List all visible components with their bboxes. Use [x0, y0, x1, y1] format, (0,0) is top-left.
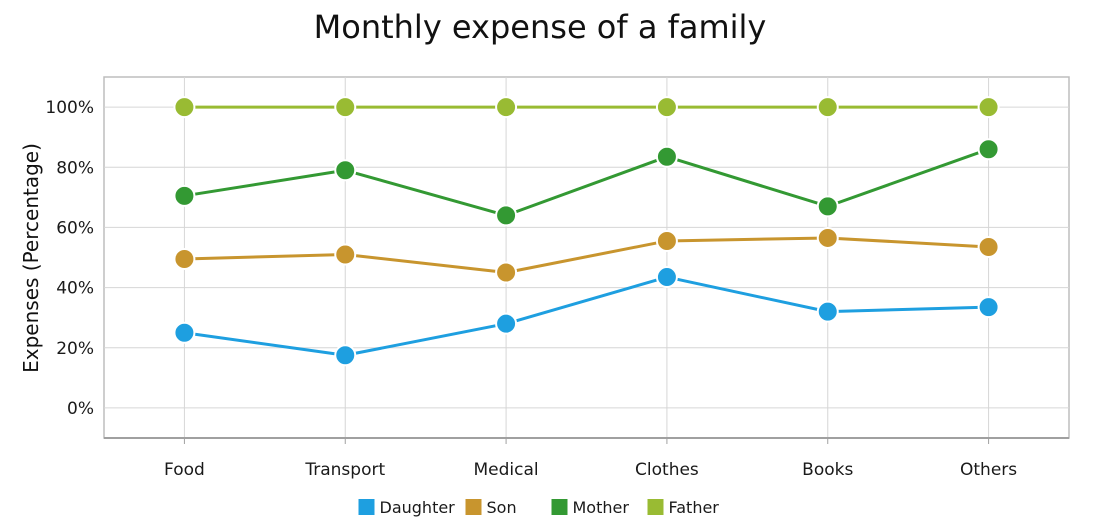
- data-point-daughter[interactable]: [655, 266, 678, 289]
- series-layer: [173, 96, 1000, 367]
- legend-label-father: Father: [669, 498, 720, 517]
- data-point-father[interactable]: [655, 96, 678, 119]
- data-point-daughter[interactable]: [173, 321, 196, 344]
- x-tick-label: Transport: [304, 460, 385, 480]
- data-point-father[interactable]: [334, 96, 357, 119]
- legend-label-mother: Mother: [573, 498, 630, 517]
- data-point-father[interactable]: [816, 96, 839, 119]
- x-tick-label: Food: [164, 460, 205, 480]
- chart-title: Monthly expense of a family: [314, 8, 767, 46]
- legend-swatch-son: [465, 499, 482, 515]
- data-point-mother[interactable]: [173, 184, 196, 207]
- x-tick-label: Medical: [474, 460, 539, 480]
- data-point-mother[interactable]: [495, 204, 518, 227]
- x-tick-label: Clothes: [635, 460, 699, 480]
- data-point-mother[interactable]: [816, 195, 839, 218]
- legend-label-daughter: Daughter: [380, 498, 456, 517]
- data-point-daughter[interactable]: [495, 312, 518, 335]
- legend: Daughter Son Mother Father: [358, 498, 720, 517]
- y-tick-label: 80%: [56, 158, 94, 178]
- data-point-father[interactable]: [977, 96, 1000, 119]
- data-point-son[interactable]: [495, 261, 518, 284]
- y-tick-label: 60%: [56, 218, 94, 238]
- y-tick-label: 0%: [67, 399, 94, 419]
- data-point-son[interactable]: [655, 229, 678, 252]
- data-point-father[interactable]: [173, 96, 196, 119]
- data-point-daughter[interactable]: [334, 344, 357, 367]
- y-tick-label: 40%: [56, 279, 94, 299]
- legend-swatch-daughter: [358, 499, 375, 515]
- x-tick-label: Others: [960, 460, 1017, 480]
- data-point-daughter[interactable]: [977, 296, 1000, 319]
- legend-label-son: Son: [487, 498, 517, 517]
- data-point-daughter[interactable]: [816, 300, 839, 323]
- data-point-son[interactable]: [816, 226, 839, 249]
- y-tick-label: 20%: [56, 339, 94, 359]
- data-point-mother[interactable]: [655, 145, 678, 168]
- series-line-mother: [184, 147, 990, 217]
- legend-swatch-father: [647, 499, 664, 515]
- series-line-daughter: [184, 275, 989, 357]
- data-point-mother[interactable]: [977, 138, 1000, 161]
- series-line-son: [184, 236, 989, 275]
- data-point-son[interactable]: [977, 235, 1000, 258]
- data-point-son[interactable]: [334, 243, 357, 266]
- y-tick-label: 100%: [45, 98, 94, 118]
- data-point-mother[interactable]: [334, 159, 357, 182]
- axes: 0% 20% 40% 60% 80% 100% Food Transport Medical Cl…: [45, 98, 1069, 480]
- y-axis-title: Expenses (Percentage): [19, 143, 43, 373]
- data-point-father[interactable]: [495, 96, 518, 119]
- legend-swatch-mother: [551, 499, 568, 515]
- data-point-son[interactable]: [173, 248, 196, 271]
- x-tick-label: Books: [802, 460, 853, 480]
